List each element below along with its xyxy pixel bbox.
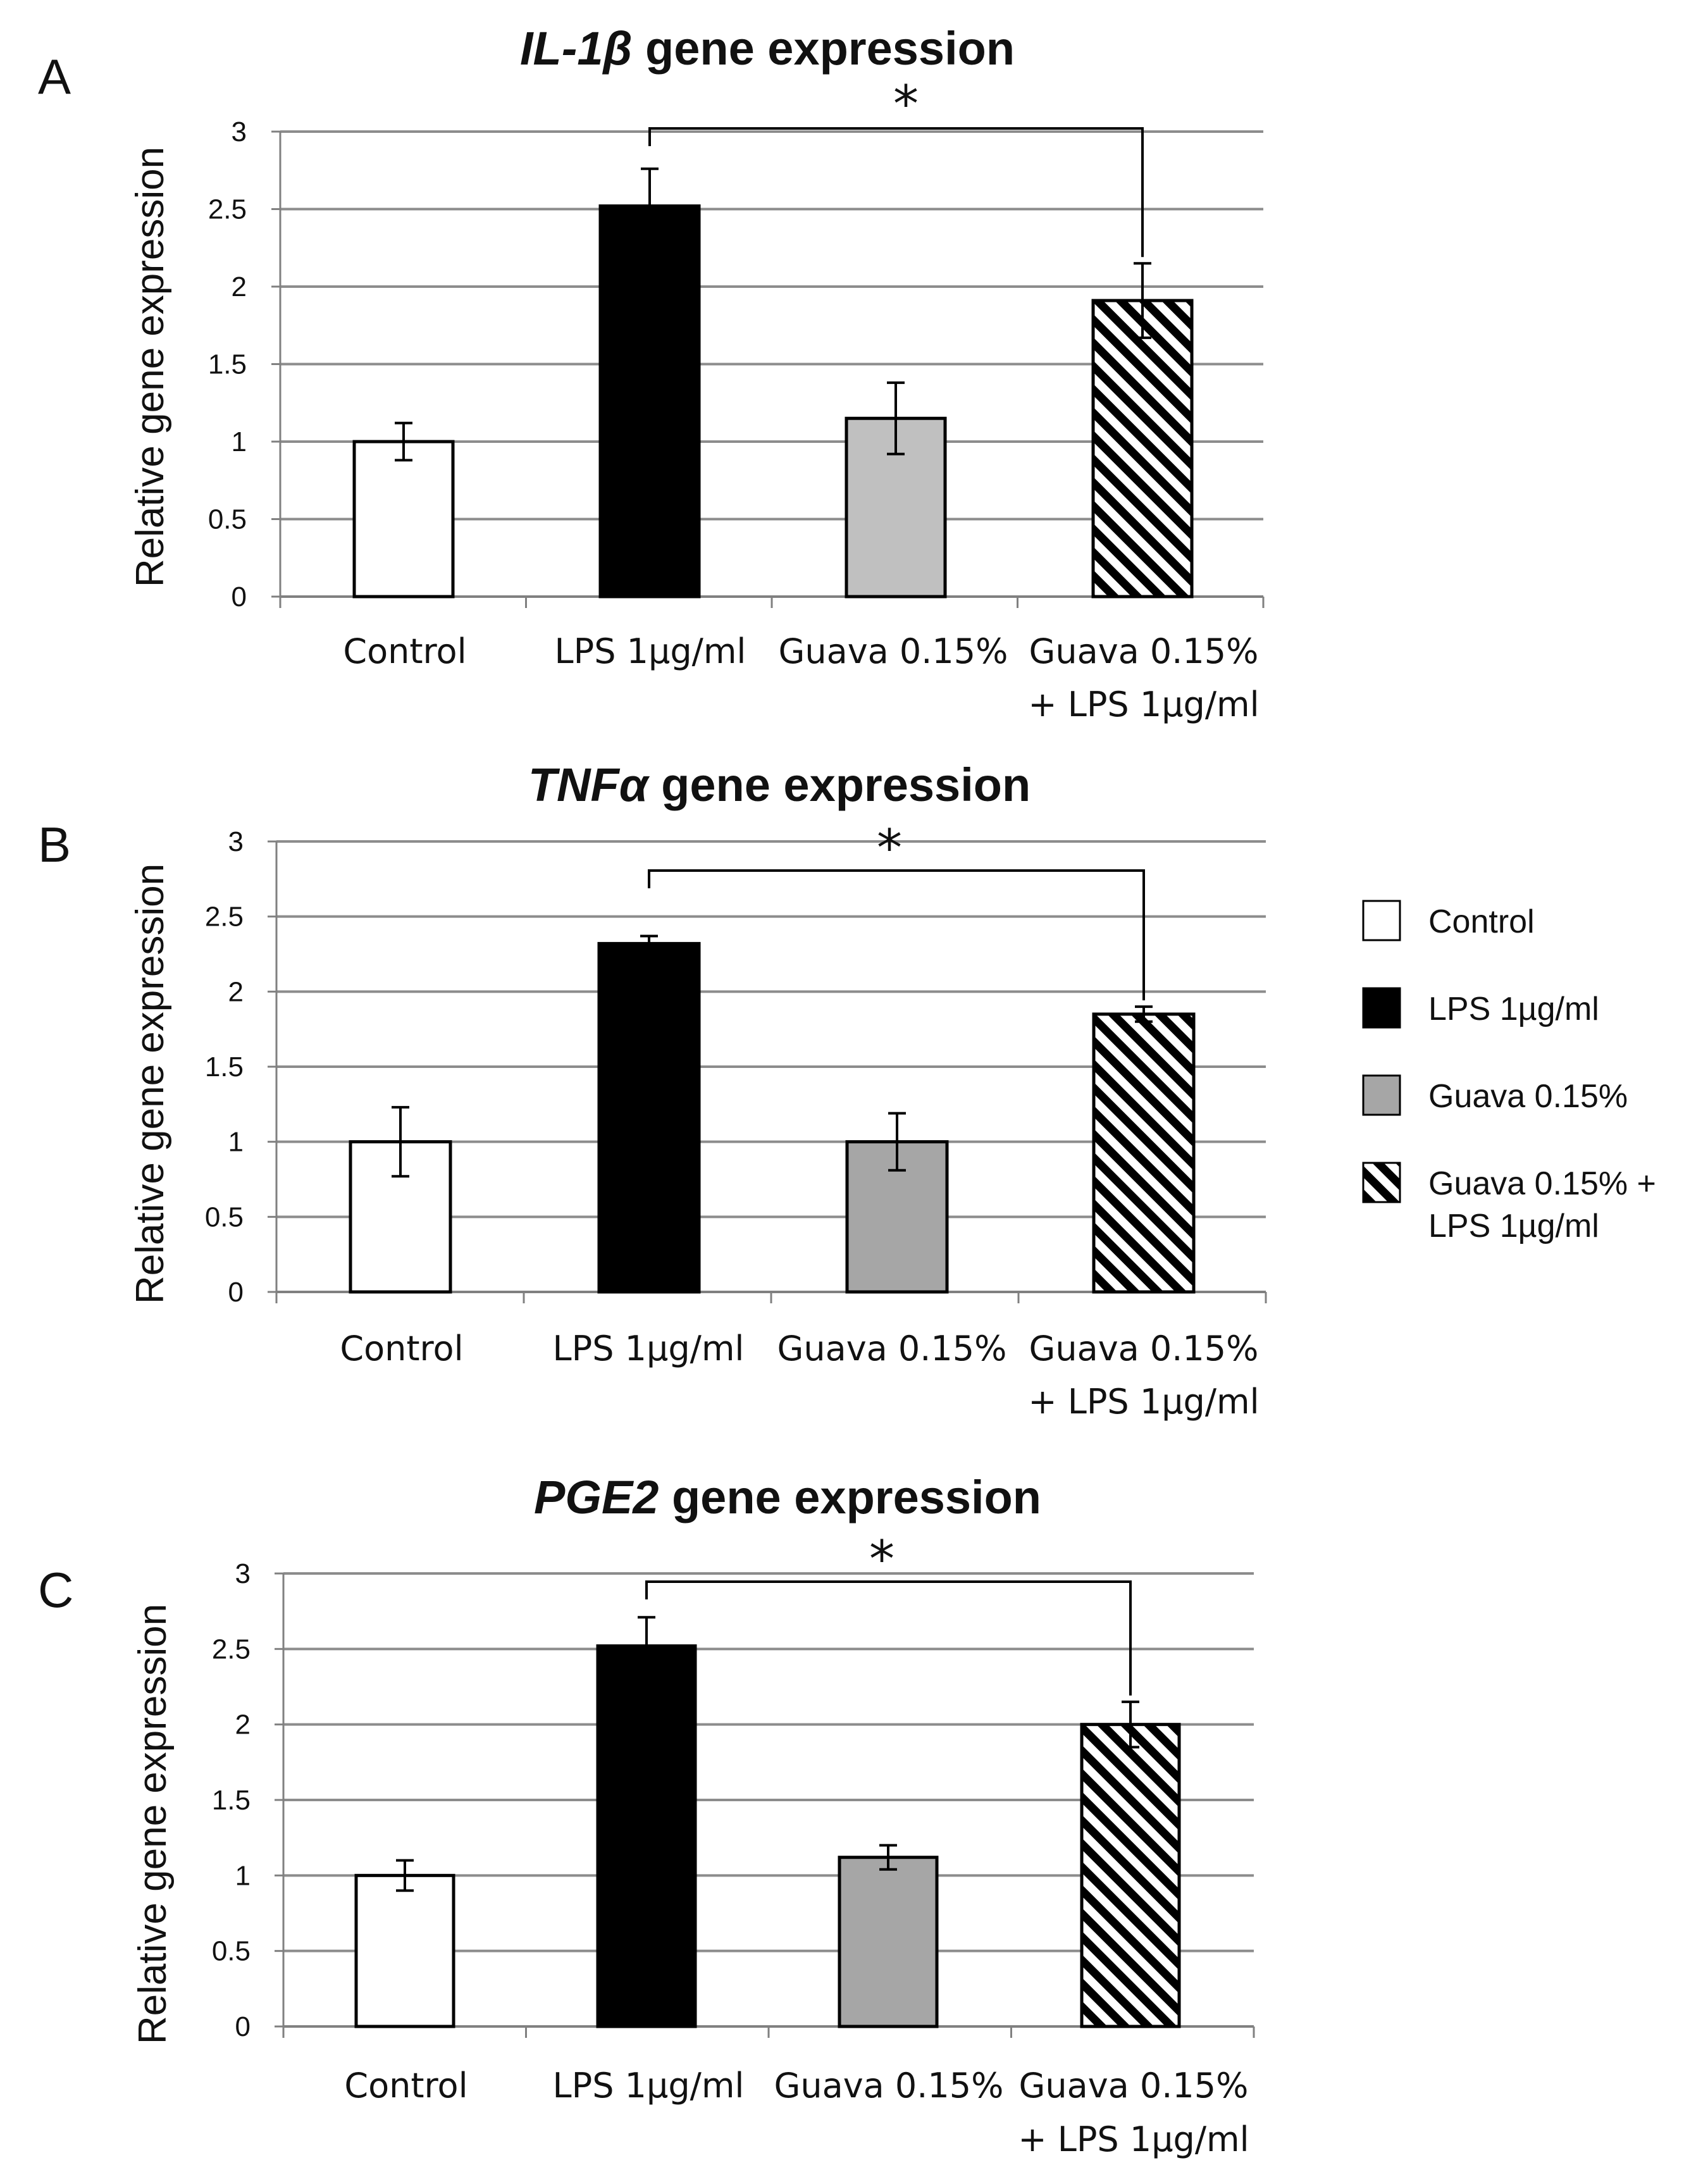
- chart-panel-a: A IL-1β gene expression Relative gene ex…: [38, 22, 1265, 724]
- significance-bracket: [648, 127, 1144, 257]
- y-axis-label: Relative gene expression: [131, 1604, 175, 2044]
- error-bar-guava-0-15: [888, 1112, 906, 1172]
- chart-panel-c: C PGE2 gene expression Relative gene exp…: [38, 1471, 1255, 2159]
- legend-label: Guava 0.15%: [1428, 1078, 1628, 1115]
- y-axis-label: Relative gene expression: [128, 147, 172, 587]
- bar-guava-0-15-lps-1-g-ml: [1091, 299, 1194, 599]
- x-tick-label-control: Control: [340, 1329, 463, 1368]
- plot-area: 0 0.5 1 1.5 2 2.5 3: [205, 826, 1267, 1308]
- error-bar-guava-0-15-lps-1-g-ml: [1135, 1005, 1153, 1023]
- significance-bracket: [645, 1580, 1132, 1696]
- x-tick-label-guava-lps-line2: + LPS 1µg/ml: [1028, 685, 1259, 724]
- y-tick-label: 3: [235, 1558, 251, 1589]
- significance-star: *: [893, 75, 919, 133]
- plot-area: 0 0.5 1 1.5 2 2.5 3: [208, 116, 1265, 612]
- legend-swatch-control: [1362, 900, 1401, 941]
- x-tick-label-guava-lps-line1: Guava 0.15%: [1029, 1329, 1259, 1368]
- legend-label: LPS 1µg/ml: [1428, 1208, 1599, 1244]
- chart-title: IL-1β gene expression: [520, 22, 1015, 75]
- error-bar-guava-0-15: [887, 381, 905, 456]
- bar-lps-1-g-ml: [597, 941, 701, 1294]
- significance-star: *: [869, 1530, 894, 1589]
- x-tick-label-guava: Guava 0.15%: [777, 1329, 1007, 1368]
- bar-lps-1-g-ml: [596, 1644, 697, 2028]
- y-tick-label: 1: [228, 1127, 244, 1158]
- chart-title: TNFα gene expression: [528, 759, 1031, 811]
- y-tick-label: 2: [235, 1709, 251, 1740]
- y-tick-label: 0.5: [205, 1201, 244, 1232]
- bar-guava-0-15: [838, 1856, 939, 2028]
- legend-swatch-lps: [1362, 987, 1401, 1029]
- x-tick-label-lps: LPS 1µg/ml: [553, 2066, 745, 2106]
- panel-label: A: [38, 49, 71, 104]
- bar-control: [352, 440, 455, 599]
- legend-item-lps: LPS 1µg/ml: [1362, 987, 1599, 1029]
- chart-panel-b: B TNFα gene expression Relative gene exp…: [38, 759, 1267, 1422]
- y-tick-label: 1.5: [205, 1052, 244, 1083]
- chart-title: PGE2 gene expression: [534, 1471, 1041, 1523]
- x-tick-label-guava-lps-line1: Guava 0.15%: [1029, 631, 1259, 671]
- y-tick-label: 0: [232, 581, 247, 612]
- legend-swatch-guava-lps: [1362, 1162, 1401, 1203]
- error-bar-control: [392, 1106, 409, 1178]
- bar-guava-0-15-lps-1-g-ml: [1080, 1723, 1181, 2028]
- y-tick-label: 0.5: [208, 504, 247, 535]
- legend-swatch-guava: [1362, 1074, 1401, 1116]
- x-tick-label-lps: LPS 1µg/ml: [555, 631, 746, 671]
- y-tick-label: 2: [228, 976, 244, 1007]
- panel-label: C: [38, 1562, 73, 1618]
- y-tick-label: 3: [228, 826, 244, 857]
- legend-item-control: Control: [1362, 900, 1535, 941]
- y-tick-label: 1: [235, 1860, 251, 1891]
- y-tick-label: 2.5: [212, 1634, 251, 1665]
- legend-label: Guava 0.15% +: [1428, 1165, 1656, 1202]
- y-tick-label: 1: [232, 426, 247, 457]
- error-bar-lps-1-g-ml: [641, 167, 659, 245]
- y-axis-label: Relative gene expression: [128, 864, 172, 1304]
- x-tick-label-control: Control: [343, 631, 466, 671]
- bar-guava-0-15-lps-1-g-ml: [1092, 1012, 1196, 1294]
- significance-bracket: [648, 869, 1145, 1001]
- legend-label: LPS 1µg/ml: [1428, 991, 1599, 1027]
- x-tick-label-guava: Guava 0.15%: [774, 2066, 1004, 2106]
- x-tick-label-control: Control: [344, 2066, 467, 2106]
- bar-lps-1-g-ml: [598, 204, 701, 599]
- x-tick-label-guava-lps-line2: + LPS 1µg/ml: [1028, 1382, 1259, 1422]
- x-tick-label-guava: Guava 0.15%: [779, 631, 1008, 671]
- y-tick-label: 2: [232, 271, 247, 302]
- y-tick-label: 1.5: [212, 1785, 251, 1816]
- error-bar-guava-0-15: [879, 1844, 897, 1871]
- x-tick-label-guava-lps-line1: Guava 0.15%: [1019, 2066, 1249, 2106]
- legend-item-guava: Guava 0.15%: [1362, 1074, 1628, 1116]
- error-bar-control: [396, 1859, 414, 1892]
- y-tick-label: 1.5: [208, 349, 247, 380]
- legend-label: Control: [1428, 903, 1535, 940]
- y-tick-label: 2.5: [208, 194, 247, 225]
- y-tick-label: 0: [228, 1277, 244, 1308]
- x-tick-label-guava-lps-line2: + LPS 1µg/ml: [1018, 2119, 1249, 2159]
- y-tick-label: 2.5: [205, 902, 244, 933]
- y-tick-label: 3: [232, 116, 247, 147]
- x-tick-label-lps: LPS 1µg/ml: [553, 1329, 745, 1368]
- legend-item-guava-lps: Guava 0.15% + LPS 1µg/ml: [1362, 1162, 1656, 1244]
- error-bar-control: [395, 421, 412, 462]
- panel-label: B: [38, 817, 71, 872]
- legend: Control LPS 1µg/ml Guava 0.15% Guava 0.1…: [1362, 900, 1656, 1244]
- y-tick-label: 0: [235, 2011, 251, 2042]
- error-bar-guava-0-15-lps-1-g-ml: [1122, 1700, 1139, 1749]
- error-bar-lps-1-g-ml: [638, 1616, 655, 1676]
- bar-control: [354, 1873, 455, 2028]
- error-bar-lps-1-g-ml: [640, 934, 658, 953]
- plot-area: 0 0.5 1 1.5 2 2.5 3: [212, 1558, 1255, 2042]
- error-bar-guava-0-15-lps-1-g-ml: [1134, 262, 1151, 339]
- y-tick-label: 0.5: [212, 1936, 251, 1967]
- significance-star: *: [877, 819, 902, 878]
